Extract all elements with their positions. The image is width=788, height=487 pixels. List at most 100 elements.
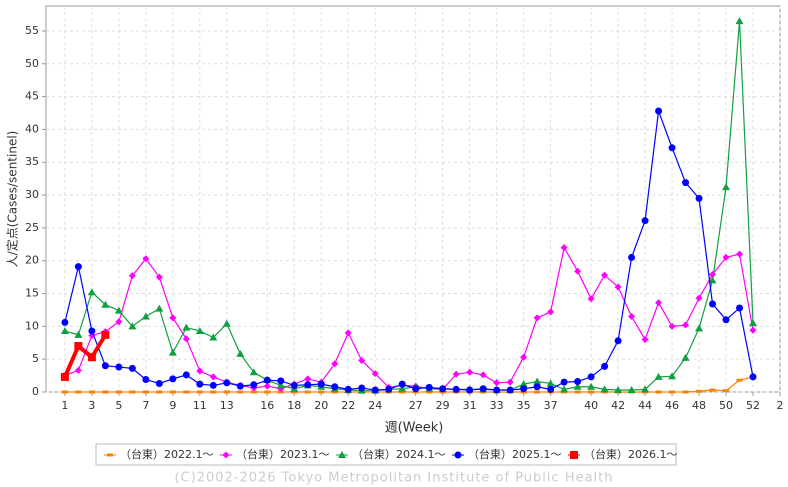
point <box>534 390 541 394</box>
point <box>196 390 203 394</box>
point <box>304 381 312 389</box>
point <box>182 335 190 343</box>
point <box>264 390 271 394</box>
x-tick-label: 35 <box>517 399 531 412</box>
point <box>479 385 487 393</box>
legend-box <box>95 443 677 466</box>
point <box>709 300 717 308</box>
point <box>249 368 258 376</box>
point <box>155 304 164 312</box>
point <box>533 377 542 385</box>
point <box>209 333 218 341</box>
point <box>506 386 514 394</box>
point <box>102 390 109 394</box>
point <box>141 312 150 320</box>
point <box>723 389 730 393</box>
point <box>222 319 231 327</box>
x-tick-label: 24 <box>368 399 382 412</box>
point <box>749 373 757 381</box>
legend-marker <box>570 451 578 459</box>
x-tick-label: 9 <box>169 399 176 412</box>
point <box>425 383 433 391</box>
y-tick-label: 15 <box>25 287 39 300</box>
y-tick-label: 5 <box>32 352 39 365</box>
point <box>560 378 568 386</box>
x-tick-label: 46 <box>665 399 679 412</box>
x-tick-label: 33 <box>490 399 504 412</box>
x-tick-label: 13 <box>220 399 234 412</box>
x-tick-label: 22 <box>341 399 355 412</box>
point <box>520 385 528 393</box>
point <box>60 372 69 381</box>
point <box>168 348 177 356</box>
point <box>75 390 82 394</box>
x-tick-label: 42 <box>611 399 625 412</box>
point <box>655 299 663 307</box>
point <box>88 327 96 335</box>
x-tick-label: 18 <box>287 399 301 412</box>
point <box>466 368 474 376</box>
x-tick-label: 5 <box>115 399 122 412</box>
point <box>560 385 569 393</box>
y-axis-label: 人/定点(Cases/sentinel) <box>5 131 20 268</box>
point <box>695 324 704 332</box>
point <box>399 390 406 394</box>
x-tick-label: 52 <box>746 399 760 412</box>
point <box>317 380 325 388</box>
point <box>574 267 582 275</box>
point <box>101 362 109 370</box>
point <box>101 300 110 308</box>
point <box>88 390 95 394</box>
point <box>304 375 312 383</box>
point <box>722 316 730 324</box>
point <box>115 363 123 371</box>
point <box>115 390 122 394</box>
point <box>574 377 582 385</box>
point <box>601 362 609 370</box>
x-tick-label: 29 <box>436 399 450 412</box>
x-tick-label: 1 <box>61 399 68 412</box>
point <box>600 385 609 393</box>
point <box>74 342 83 351</box>
point <box>681 353 690 361</box>
x-tick-label: 44 <box>638 399 652 412</box>
point <box>155 273 163 281</box>
point <box>128 364 136 372</box>
y-tick-label: 35 <box>25 155 39 168</box>
point <box>587 295 595 303</box>
plot-area <box>45 5 781 393</box>
point <box>236 382 244 390</box>
point <box>209 373 217 381</box>
point <box>250 390 257 394</box>
point <box>61 318 69 326</box>
legend-marker <box>454 451 462 459</box>
point <box>641 385 650 393</box>
y-tick-label: 25 <box>25 221 39 234</box>
point <box>169 390 176 394</box>
point <box>736 250 744 258</box>
point <box>398 384 407 392</box>
point <box>331 360 339 368</box>
point <box>74 366 82 374</box>
point <box>142 390 149 394</box>
point <box>682 179 690 187</box>
point <box>520 353 528 361</box>
point <box>371 370 379 378</box>
point <box>627 386 636 394</box>
legend-label: （台東）2025.1～ <box>468 447 562 461</box>
point <box>318 390 325 394</box>
point <box>290 381 298 389</box>
x-tick-label: 37 <box>544 399 558 412</box>
point <box>156 390 163 394</box>
y-tick-label: 55 <box>25 24 39 37</box>
point <box>250 381 258 389</box>
point <box>547 308 555 316</box>
point <box>196 367 204 375</box>
point <box>669 390 676 394</box>
point <box>114 306 123 314</box>
point <box>546 379 555 387</box>
point <box>654 372 663 380</box>
point <box>696 389 703 393</box>
point <box>614 283 622 291</box>
